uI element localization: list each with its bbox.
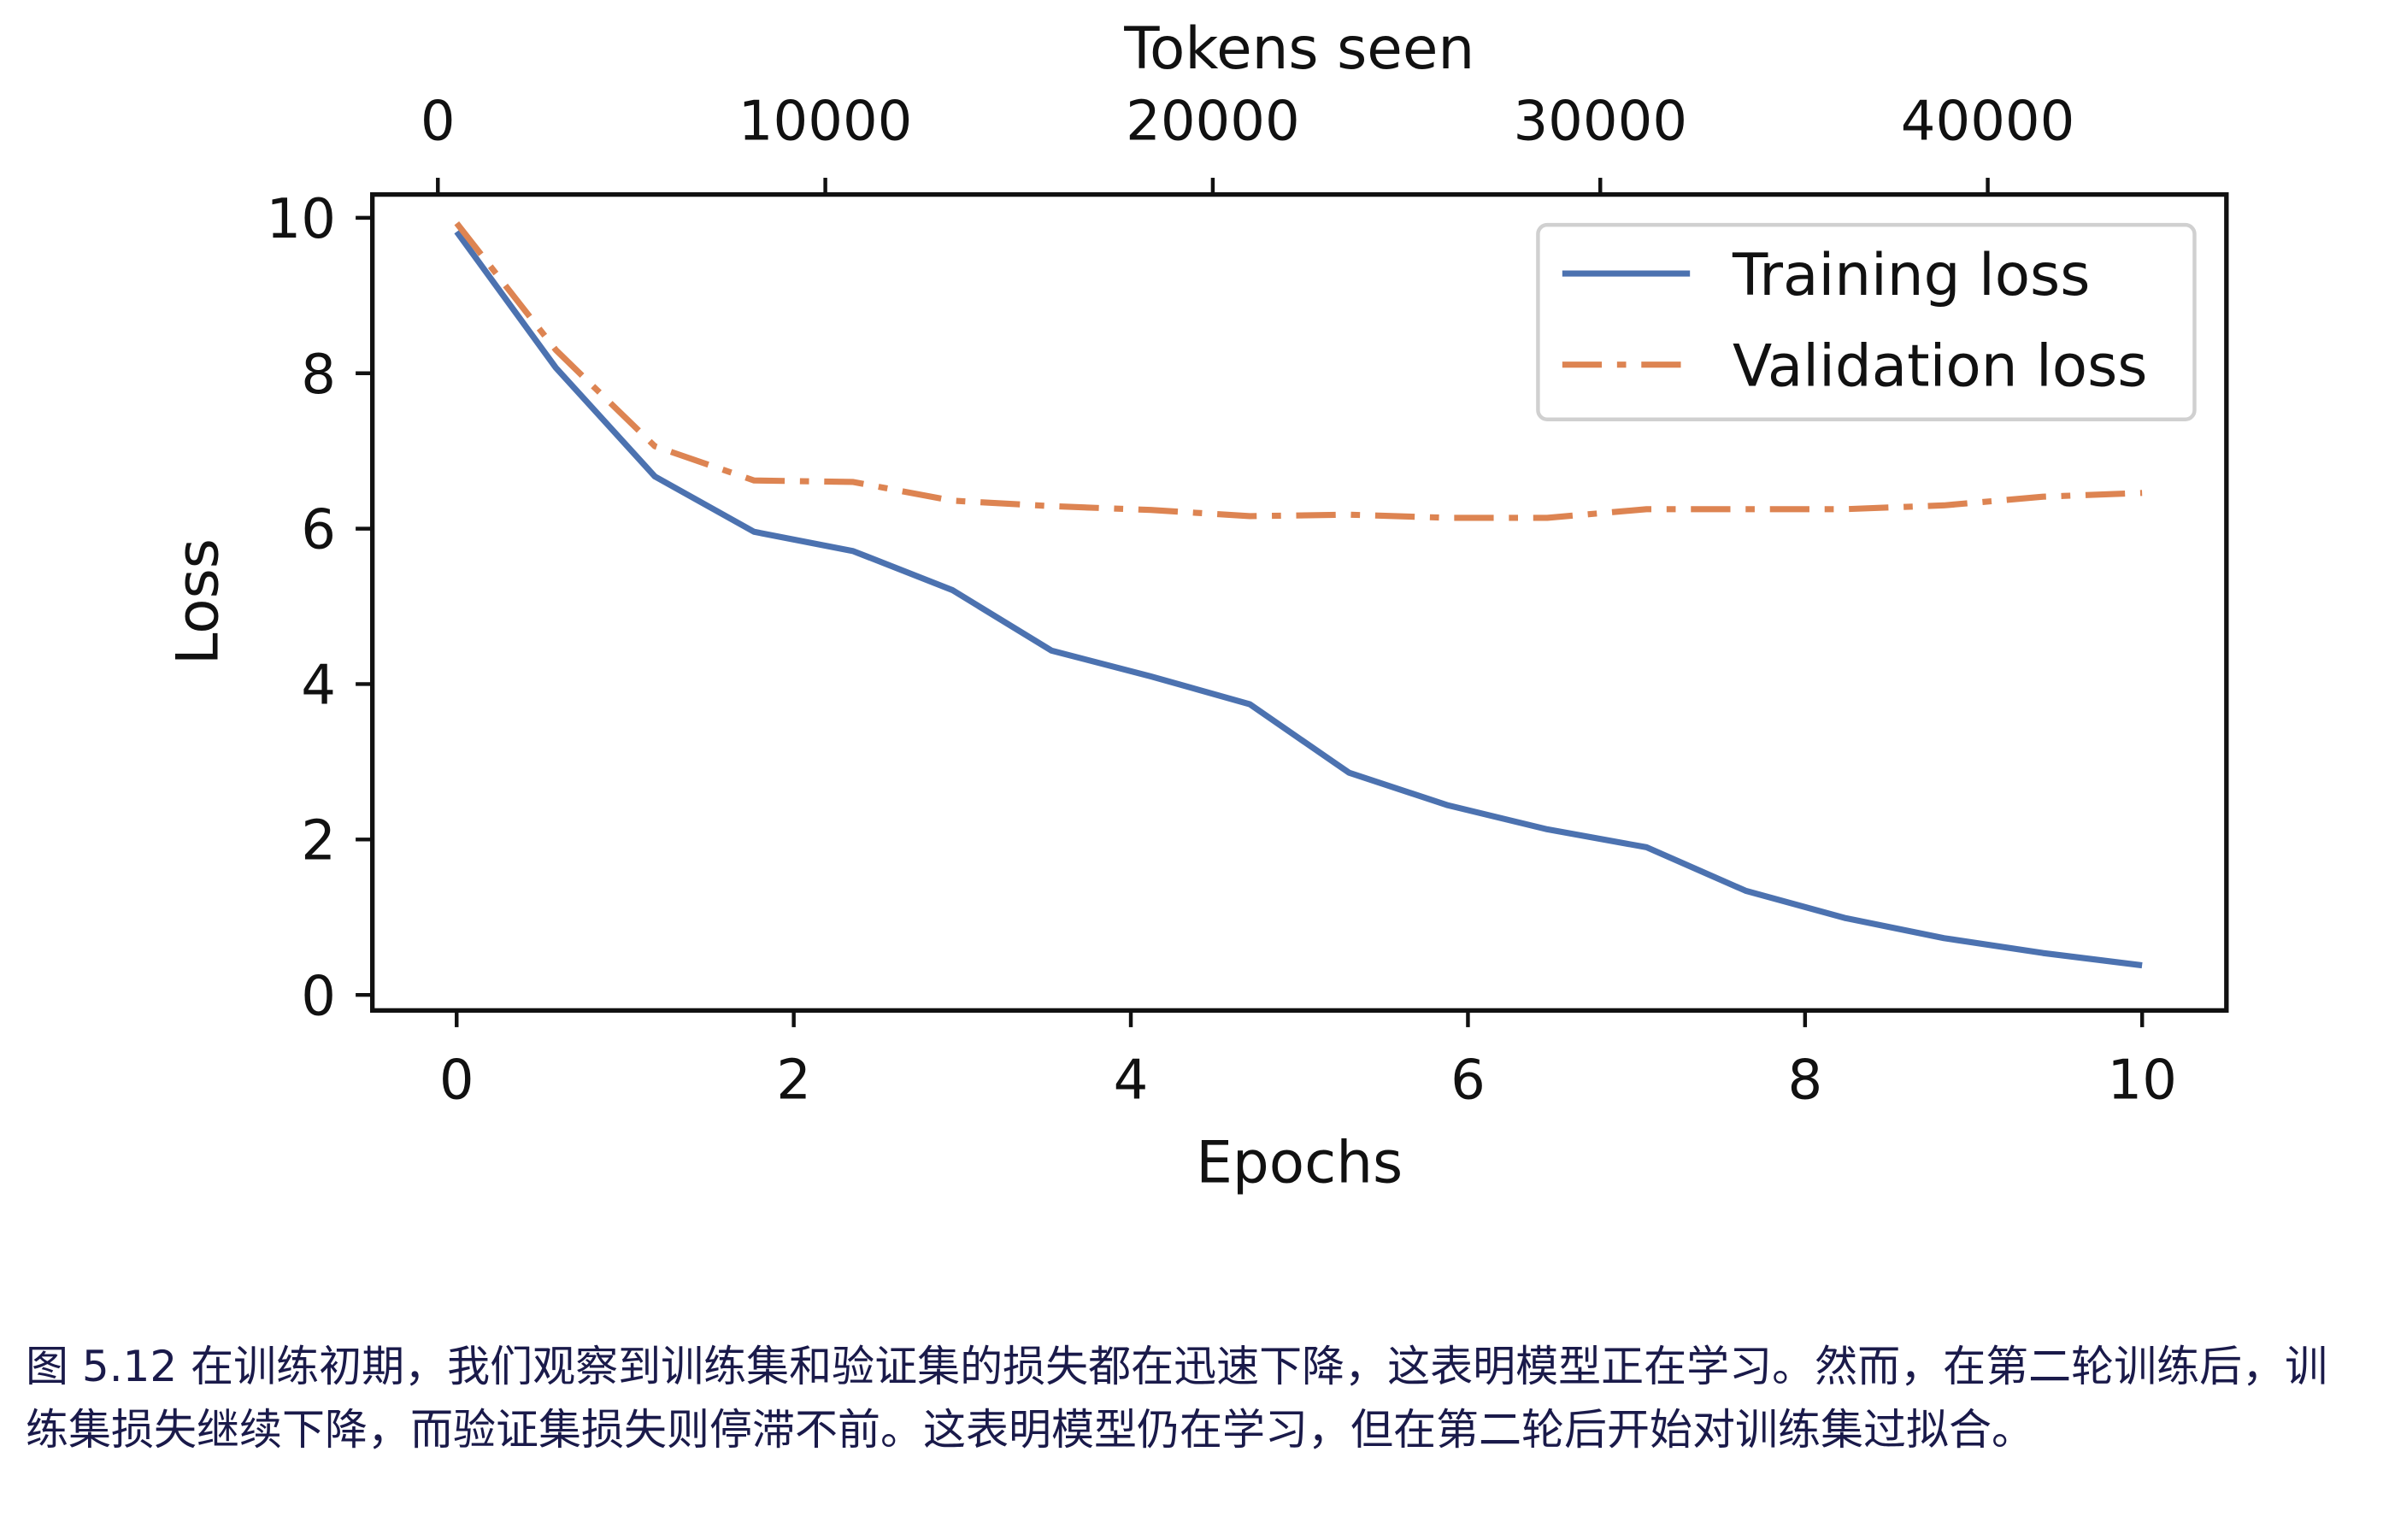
x-tick-label: 4: [1114, 1049, 1149, 1112]
x-axis-label: Epochs: [1196, 1128, 1403, 1196]
plot-frame: [369, 191, 2229, 1014]
y-tick-label: 4: [301, 655, 336, 718]
y-tick-label: 2: [301, 809, 336, 873]
y-tick-label: 0: [301, 965, 336, 1028]
legend-box: [1536, 222, 2197, 421]
plot-area: 0 2 4 6 8 10 0 2 4 6 8 10 0 10000 20000 30000 40000: [267, 91, 2229, 1112]
legend-label-validation: Validation loss: [1733, 332, 2148, 400]
y-axis-label: Loss: [163, 538, 231, 665]
x-tick-label: 0: [439, 1049, 474, 1112]
series-line-training: [454, 230, 2143, 969]
y-tick-label: 8: [301, 344, 336, 407]
secondary-x-tick-label: 20000: [1126, 91, 1300, 154]
secondary-x-tick-label: 0: [421, 91, 456, 154]
secondary-x-tick-label: 30000: [1513, 91, 1687, 154]
legend: Training loss Validation loss: [1536, 222, 2197, 421]
legend-label-training: Training loss: [1732, 241, 2090, 309]
x-tick-label: 10: [2107, 1049, 2176, 1112]
secondary-x-tick-label: 10000: [738, 91, 913, 154]
x-tick-label: 8: [1787, 1049, 1822, 1112]
series-line-validation: [454, 220, 2143, 521]
x-tick-label: 2: [776, 1049, 811, 1112]
y-tick-label: 10: [267, 188, 336, 251]
secondary-x-tick-label: 40000: [1901, 91, 2075, 154]
secondary-x-axis-label: Tokens seen: [1123, 15, 1474, 82]
figure-caption: 图 5.12 在训练初期，我们观察到训练集和验证集的损失都在迅速下降，这表明模型…: [26, 1342, 2328, 1455]
y-tick-label: 6: [301, 499, 336, 562]
x-tick-label: 6: [1450, 1049, 1486, 1112]
